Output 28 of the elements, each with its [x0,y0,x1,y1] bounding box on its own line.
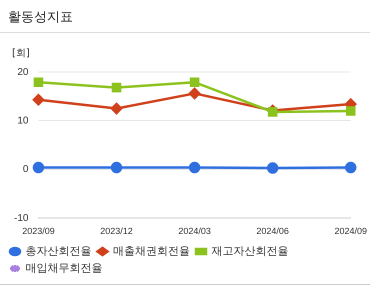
point [188,162,200,174]
point [344,162,356,174]
y-tick-label: 0 [22,164,29,176]
x-tick-label: 2024/09 [334,226,368,236]
point [190,77,200,88]
point [110,102,122,114]
point [32,94,44,106]
y-tick-label: -10 [14,212,29,224]
point [346,106,356,116]
chart-title: 활동성지표 [8,9,73,26]
y-tick-label: 20 [17,66,29,78]
legend-label: 매입채무회전율 [26,261,102,274]
point [34,77,44,88]
x-tick-label: 2023/12 [100,226,133,236]
legend-label: 재고자산회전율 [212,244,288,258]
point [110,162,122,174]
y-tick-label: 10 [17,115,29,126]
legend-label: 매출채권회전율 [113,244,190,258]
x-tick-label: 2024/03 [178,226,211,236]
point [112,82,122,92]
point [32,162,44,174]
legend-label: 총자산회전율 [26,244,92,258]
point [188,88,200,100]
point [268,107,278,117]
x-tick-label: 2023/09 [22,226,55,236]
y-axis-title: [회] [12,47,30,60]
point [266,162,278,174]
x-tick-label: 2024/06 [256,226,289,236]
